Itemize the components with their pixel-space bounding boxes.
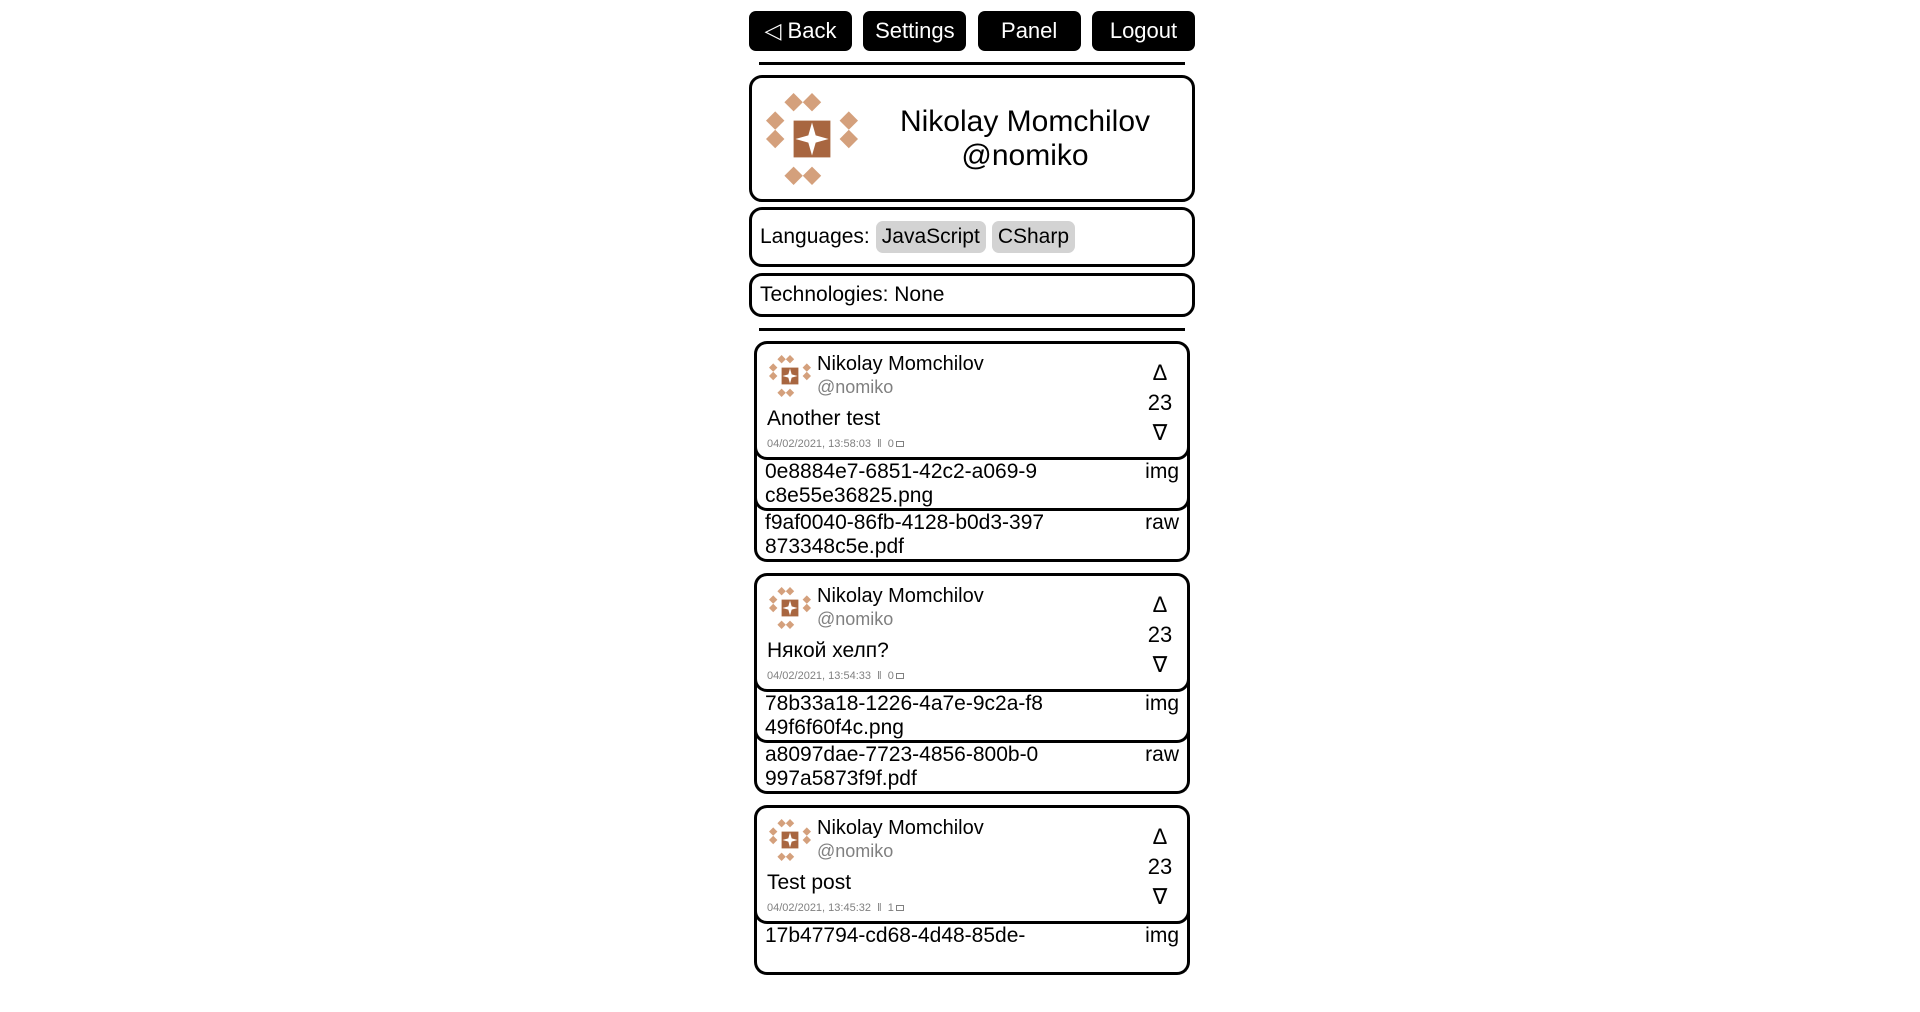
avatar — [766, 92, 858, 185]
divider — [759, 328, 1185, 331]
upvote-button[interactable]: Δ — [1152, 592, 1168, 617]
post-header[interactable]: Nikolay Momchilov @nomiko Another test 0… — [754, 341, 1190, 460]
languages-label: Languages: — [760, 225, 870, 248]
post: Nikolay Momchilov @nomiko Test post 04/0… — [754, 805, 1190, 975]
logout-button[interactable]: Logout — [1091, 11, 1195, 51]
comment-count: 0 — [887, 438, 894, 450]
attachment-name[interactable]: f9af0040-86fb-4128-b0d3-397873348c5e.pdf — [765, 511, 1045, 558]
comment-icon — [895, 673, 904, 680]
post-text: Test post — [767, 871, 852, 894]
language-tag: JavaScript — [875, 221, 986, 253]
post-meta: 04/02/2021, 13:58:03 ‖ 0 — [767, 438, 904, 450]
attachment-name[interactable]: 78b33a18-1226-4a7e-9c2a-f849f6f60f4c.png — [765, 692, 1043, 739]
attachment-name[interactable]: a8097dae-7723-4856-800b-0997a5873f9f.pdf — [765, 743, 1039, 790]
attachment-row[interactable]: a8097dae-7723-4856-800b-0997a5873f9f.pdf… — [754, 730, 1190, 794]
attachment-row[interactable]: 78b33a18-1226-4a7e-9c2a-f849f6f60f4c.png… — [754, 679, 1190, 743]
profile-handle: @nomiko — [961, 138, 1089, 172]
comment-count: 0 — [887, 670, 894, 682]
upvote-button[interactable]: Δ — [1152, 824, 1168, 849]
attachment-type: img — [1145, 692, 1179, 715]
post-meta: 04/02/2021, 13:45:32 ‖ 1 — [767, 902, 904, 914]
comment-icon — [895, 905, 904, 912]
profile-card: Nikolay Momchilov @nomiko — [749, 75, 1195, 202]
vote-count: 23 — [1147, 622, 1173, 647]
comment-icon — [895, 441, 904, 448]
post-date: 04/02/2021, 13:58:03 — [767, 438, 871, 450]
post-avatar — [769, 587, 811, 629]
post-header[interactable]: Nikolay Momchilov @nomiko Test post 04/0… — [754, 805, 1190, 924]
post-list: Nikolay Momchilov @nomiko Another test 0… — [754, 341, 1190, 975]
post-author[interactable]: Nikolay Momchilov — [817, 817, 984, 839]
attachment-type: raw — [1145, 511, 1179, 534]
downvote-button[interactable]: ∇ — [1152, 420, 1168, 445]
languages-card: Languages: JavaScript CSharp — [749, 207, 1195, 267]
post-handle: @nomiko — [817, 841, 894, 861]
comment-count: 1 — [887, 902, 894, 914]
post-avatar — [769, 819, 811, 861]
downvote-button[interactable]: ∇ — [1152, 884, 1168, 909]
attachment-name[interactable]: 17b47794-cd68-4d48-85de- — [765, 924, 1026, 947]
profile-name: Nikolay Momchilov — [899, 104, 1151, 138]
attachment-type: img — [1145, 924, 1179, 947]
technologies-card: Technologies: None — [749, 273, 1195, 317]
separator: ‖ — [877, 902, 882, 914]
profile-page: ◁ Back Settings Panel Logout Nikolay Mom… — [749, 11, 1195, 986]
post-handle: @nomiko — [817, 609, 894, 629]
attachment-row[interactable]: 0e8884e7-6851-42c2-a069-9c8e55e36825.png… — [754, 447, 1190, 511]
post-date: 04/02/2021, 13:54:33 — [767, 670, 871, 682]
upvote-button[interactable]: Δ — [1152, 360, 1168, 385]
language-tag: CSharp — [991, 221, 1076, 253]
top-nav: ◁ Back Settings Panel Logout — [749, 11, 1195, 51]
settings-button[interactable]: Settings — [863, 11, 967, 51]
divider — [759, 62, 1185, 65]
attachment-row[interactable]: f9af0040-86fb-4128-b0d3-397873348c5e.pdf… — [754, 498, 1190, 562]
post-text: Някой хелп? — [767, 639, 889, 662]
attachment-type: raw — [1145, 743, 1179, 766]
attachment-type: img — [1145, 460, 1179, 483]
post-header[interactable]: Nikolay Momchilov @nomiko Някой хелп? 04… — [754, 573, 1190, 692]
technologies-label: Technologies: — [760, 283, 889, 306]
technologies-value: None — [894, 283, 945, 306]
vote-box: Δ 23 ∇ — [1145, 590, 1175, 680]
vote-box: Δ 23 ∇ — [1145, 822, 1175, 912]
vote-count: 23 — [1147, 390, 1173, 415]
post: Nikolay Momchilov @nomiko Някой хелп? 04… — [754, 573, 1190, 794]
post-author[interactable]: Nikolay Momchilov — [817, 585, 984, 607]
attachment-row[interactable]: 17b47794-cd68-4d48-85de- img — [754, 911, 1190, 975]
post-date: 04/02/2021, 13:45:32 — [767, 902, 871, 914]
post-handle: @nomiko — [817, 377, 894, 397]
vote-count: 23 — [1147, 854, 1173, 879]
post-author[interactable]: Nikolay Momchilov — [817, 353, 984, 375]
vote-box: Δ 23 ∇ — [1145, 358, 1175, 448]
post-meta: 04/02/2021, 13:54:33 ‖ 0 — [767, 670, 904, 682]
post: Nikolay Momchilov @nomiko Another test 0… — [754, 341, 1190, 562]
separator: ‖ — [877, 438, 882, 450]
back-button[interactable]: ◁ Back — [749, 11, 852, 51]
downvote-button[interactable]: ∇ — [1152, 652, 1168, 677]
attachment-name[interactable]: 0e8884e7-6851-42c2-a069-9c8e55e36825.png — [765, 460, 1038, 507]
panel-button[interactable]: Panel — [977, 11, 1081, 51]
post-avatar — [769, 355, 811, 397]
separator: ‖ — [877, 670, 882, 682]
post-text: Another test — [767, 407, 881, 430]
